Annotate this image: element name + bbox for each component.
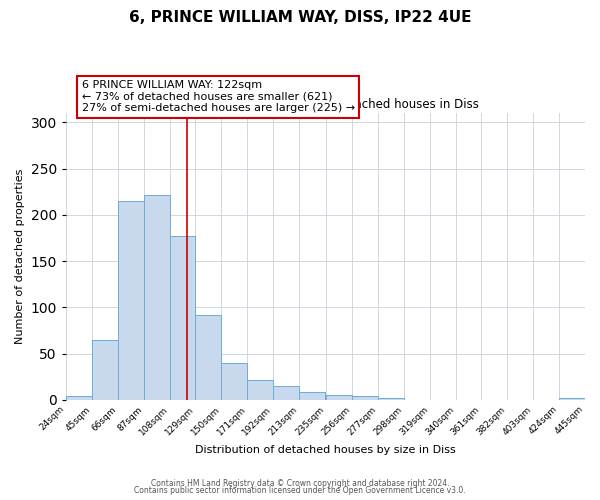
Bar (299, 392, 325, 400)
Bar (352, 396, 378, 400)
Bar (378, 398, 404, 400)
Bar (92, 340, 118, 400)
Text: 6 PRINCE WILLIAM WAY: 122sqm
← 73% of detached houses are smaller (621)
27% of s: 6 PRINCE WILLIAM WAY: 122sqm ← 73% of de… (82, 80, 355, 113)
X-axis label: Distribution of detached houses by size in Diss: Distribution of detached houses by size … (195, 445, 456, 455)
Bar (273, 386, 299, 400)
Text: Contains public sector information licensed under the Open Government Licence v3: Contains public sector information licen… (134, 486, 466, 495)
Bar (66, 396, 92, 400)
Bar (221, 363, 247, 400)
Bar (247, 380, 273, 400)
Bar (326, 395, 352, 400)
Bar (559, 398, 585, 400)
Text: Contains HM Land Registry data © Crown copyright and database right 2024.: Contains HM Land Registry data © Crown c… (151, 478, 449, 488)
Bar (170, 236, 196, 400)
Title: Size of property relative to detached houses in Diss: Size of property relative to detached ho… (173, 98, 478, 110)
Bar (118, 201, 143, 400)
Y-axis label: Number of detached properties: Number of detached properties (15, 169, 25, 344)
Bar (143, 196, 170, 400)
Text: 6, PRINCE WILLIAM WAY, DISS, IP22 4UE: 6, PRINCE WILLIAM WAY, DISS, IP22 4UE (129, 10, 471, 25)
Bar (196, 314, 221, 400)
